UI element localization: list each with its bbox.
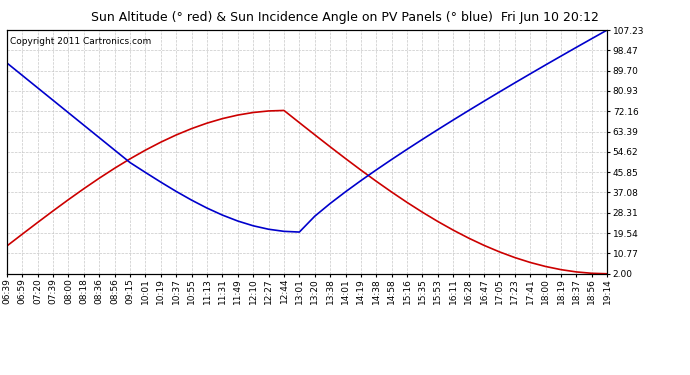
- Text: Copyright 2011 Cartronics.com: Copyright 2011 Cartronics.com: [10, 38, 151, 46]
- Text: Sun Altitude (° red) & Sun Incidence Angle on PV Panels (° blue)  Fri Jun 10 20:: Sun Altitude (° red) & Sun Incidence Ang…: [91, 11, 599, 24]
